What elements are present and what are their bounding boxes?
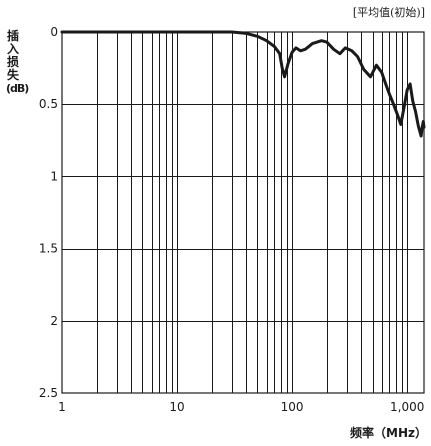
y-tick-label: 0.5 bbox=[39, 97, 58, 111]
x-tick-label: 100 bbox=[281, 400, 304, 414]
chart-grid bbox=[62, 32, 424, 393]
y-axis-label-char: 入 bbox=[6, 42, 19, 56]
y-axis-label-char: 失 bbox=[6, 68, 19, 82]
measurement-note: [平均值(初始)] bbox=[352, 6, 425, 19]
y-axis-label-char: 插 bbox=[6, 29, 19, 43]
y-tick-label: 1 bbox=[50, 169, 58, 183]
chart-series bbox=[60, 30, 426, 138]
x-axis-label: 频率（MHz） bbox=[350, 426, 427, 440]
y-axis-label-char: 损 bbox=[6, 55, 19, 69]
y-tick-label: 0 bbox=[50, 25, 58, 39]
y-tick-label: 1.5 bbox=[39, 242, 58, 256]
plot-frame bbox=[61, 31, 425, 394]
x-tick-label: 10 bbox=[169, 400, 184, 414]
x-tick-label: 1 bbox=[58, 400, 66, 414]
y-tick-label: 2.5 bbox=[39, 386, 58, 400]
y-tick-label: 2 bbox=[50, 314, 58, 328]
tick-labels: 00.511.522.51 10 100 1,000 bbox=[39, 25, 424, 414]
x-tick-label: 1,000 bbox=[390, 400, 424, 414]
insertion-loss-curve bbox=[60, 30, 426, 138]
